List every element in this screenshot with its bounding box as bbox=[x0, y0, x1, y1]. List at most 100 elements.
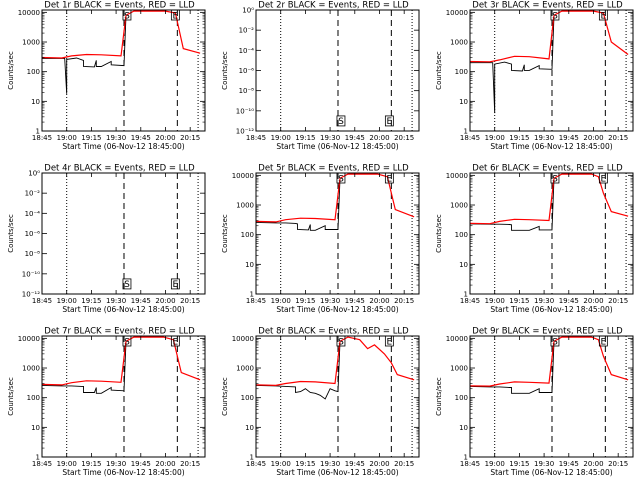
x-tick-label: 18:45 bbox=[246, 460, 266, 468]
events-series-line bbox=[42, 15, 127, 94]
panel-title: Det 2r BLACK = Events, RED = LLD bbox=[258, 1, 409, 11]
x-tick-label: 18:45 bbox=[32, 134, 52, 142]
y-tick-label: 1 bbox=[250, 454, 254, 462]
plot-frame bbox=[469, 9, 634, 132]
events-series-line bbox=[41, 341, 127, 394]
y-tick-label: 10⁻² bbox=[239, 27, 255, 35]
x-tick-label: 19:00 bbox=[485, 297, 505, 305]
lld-series-line bbox=[255, 336, 415, 387]
y-tick-label: 10⁻⁸ bbox=[239, 87, 255, 95]
y-tick-label: 10000 bbox=[446, 335, 468, 343]
y-tick-label: 10000 bbox=[446, 9, 468, 17]
y-tick-label: 10⁻¹² bbox=[236, 128, 254, 136]
plot-frame bbox=[41, 9, 206, 132]
y-tick-label: 10000 bbox=[446, 172, 468, 180]
x-tick-label: 20:15 bbox=[394, 460, 414, 468]
x-tick-label: 19:00 bbox=[485, 460, 505, 468]
y-axis-label: Counts/sec bbox=[221, 51, 229, 90]
x-tick-label: 19:45 bbox=[131, 297, 151, 305]
y-tick-label: 100 bbox=[241, 394, 254, 402]
end-marker-label: E bbox=[601, 337, 607, 347]
x-tick-label: 19:00 bbox=[271, 460, 291, 468]
x-tick-label: 19:15 bbox=[81, 297, 101, 305]
x-tick-label: 20:00 bbox=[583, 460, 603, 468]
y-tick-label: 10 bbox=[31, 98, 40, 106]
plot-frame bbox=[469, 335, 634, 458]
x-tick-label: 18:45 bbox=[32, 297, 52, 305]
y-tick-label: 1000 bbox=[22, 39, 40, 47]
y-tick-label: 1000 bbox=[450, 365, 468, 373]
y-tick-label: 1000 bbox=[236, 365, 254, 373]
end-marker-label: E bbox=[601, 174, 607, 184]
x-tick-label: 19:30 bbox=[534, 297, 554, 305]
panel-det-4: Det 4r BLACK = Events, RED = LLD S E 18:45 1… bbox=[7, 164, 206, 314]
x-tick-label: 19:15 bbox=[295, 460, 315, 468]
panel-title: Det 7r BLACK = Events, RED = LLD bbox=[44, 327, 195, 337]
x-axis-label: Start Time (06-Nov-12 18:45:00) bbox=[62, 468, 184, 477]
start-marker-label: S bbox=[124, 280, 130, 290]
y-tick-label: 10⁻¹⁰ bbox=[236, 107, 254, 115]
x-axis-label: Start Time (06-Nov-12 18:45:00) bbox=[490, 305, 612, 314]
x-tick-label: 19:30 bbox=[320, 134, 340, 142]
y-axis-label: Counts/sec bbox=[221, 377, 229, 416]
start-marker-label: S bbox=[338, 117, 344, 127]
events-series-line bbox=[470, 15, 555, 114]
x-tick-label: 19:00 bbox=[57, 134, 77, 142]
x-tick-label: 18:45 bbox=[460, 134, 480, 142]
plot-frame bbox=[255, 172, 420, 295]
y-axis-label: Counts/sec bbox=[7, 214, 15, 253]
start-marker-box bbox=[336, 115, 346, 127]
y-tick-label: 1 bbox=[464, 454, 468, 462]
y-tick-label: 10000 bbox=[232, 335, 254, 343]
panel-title: Det 1r BLACK = Events, RED = LLD bbox=[44, 1, 195, 11]
x-tick-label: 18:45 bbox=[460, 460, 480, 468]
x-tick-label: 19:15 bbox=[509, 134, 529, 142]
events-series-line bbox=[255, 178, 341, 231]
panel-title: Det 8r BLACK = Events, RED = LLD bbox=[258, 327, 409, 337]
panel-title: Det 4r BLACK = Events, RED = LLD bbox=[44, 164, 195, 174]
end-marker-label: E bbox=[173, 280, 179, 290]
lld-series-line bbox=[41, 336, 201, 386]
y-tick-label: 10⁻⁶ bbox=[239, 67, 255, 75]
x-tick-label: 19:45 bbox=[345, 297, 365, 305]
panel-title: Det 9r BLACK = Events, RED = LLD bbox=[472, 327, 623, 337]
x-tick-label: 19:30 bbox=[534, 460, 554, 468]
x-tick-label: 19:00 bbox=[485, 134, 505, 142]
x-tick-label: 19:00 bbox=[271, 297, 291, 305]
lld-series-line bbox=[41, 10, 201, 59]
y-tick-label: 10000 bbox=[18, 335, 40, 343]
y-tick-label: 100 bbox=[455, 68, 468, 76]
start-marker-label: S bbox=[338, 337, 344, 347]
x-tick-label: 20:00 bbox=[155, 460, 175, 468]
x-tick-label: 18:45 bbox=[246, 134, 266, 142]
y-tick-label: 1000 bbox=[450, 39, 468, 47]
x-tick-label: 20:00 bbox=[583, 297, 603, 305]
lld-series-line bbox=[469, 336, 629, 387]
y-axis-label: Counts/sec bbox=[435, 214, 443, 253]
start-marker-box bbox=[122, 278, 132, 290]
y-tick-label: 100 bbox=[241, 231, 254, 239]
x-tick-label: 20:15 bbox=[180, 134, 200, 142]
x-axis-label: Start Time (06-Nov-12 18:45:00) bbox=[62, 142, 184, 151]
x-tick-label: 20:15 bbox=[608, 460, 628, 468]
y-tick-label: 10 bbox=[459, 261, 468, 269]
x-tick-label: 20:15 bbox=[180, 460, 200, 468]
plot-frame bbox=[469, 172, 634, 295]
x-axis-label: Start Time (06-Nov-12 18:45:00) bbox=[276, 305, 398, 314]
x-tick-label: 20:00 bbox=[155, 134, 175, 142]
x-axis-label: Start Time (06-Nov-12 18:45:00) bbox=[490, 142, 612, 151]
x-tick-label: 19:45 bbox=[559, 134, 579, 142]
y-tick-label: 10⁻⁴ bbox=[25, 210, 41, 218]
end-marker-label: E bbox=[173, 337, 179, 347]
y-tick-label: 10⁻⁶ bbox=[25, 230, 41, 238]
x-axis-label: Start Time (06-Nov-12 18:45:00) bbox=[490, 468, 612, 477]
x-tick-label: 20:15 bbox=[394, 134, 414, 142]
y-axis-label: Counts/sec bbox=[7, 51, 15, 90]
x-tick-label: 20:00 bbox=[369, 460, 389, 468]
x-tick-label: 18:45 bbox=[460, 297, 480, 305]
start-marker-label: S bbox=[124, 11, 130, 21]
end-marker-label: E bbox=[387, 117, 393, 127]
